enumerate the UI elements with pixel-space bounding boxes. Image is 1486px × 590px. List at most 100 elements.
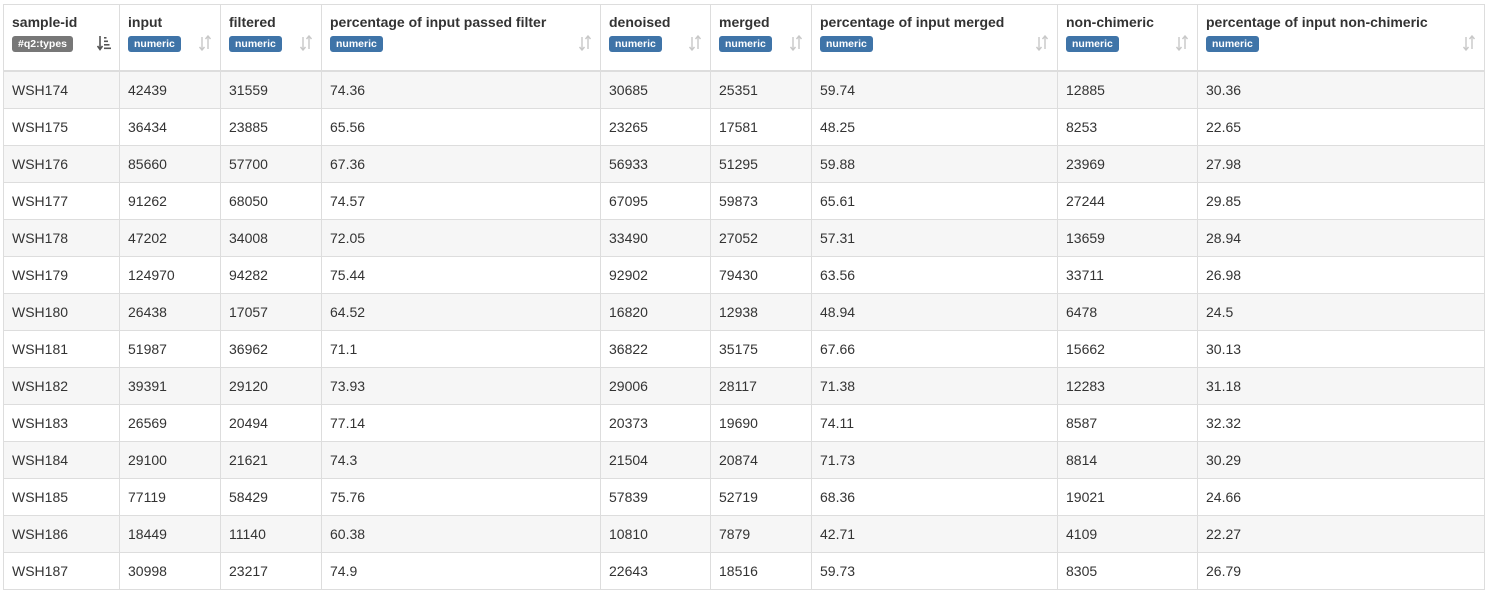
cell-sample-id: WSH174 — [3, 70, 120, 109]
table-row: WSH185 77119 58429 75.76 57839 52719 68.36 1902… — [3, 478, 1485, 516]
cell-denoised: 21504 — [600, 441, 711, 479]
cell-pct-passed-filter: 72.05 — [321, 219, 601, 257]
column-title: merged — [719, 14, 770, 30]
column-header-non-chimeric[interactable]: non-chimeric numeric — [1057, 4, 1198, 72]
cell-pct-merged: 42.71 — [811, 515, 1058, 553]
cell-pct-passed-filter: 77.14 — [321, 404, 601, 442]
cell-pct-non-chimeric: 31.18 — [1197, 367, 1485, 405]
cell-pct-passed-filter: 75.44 — [321, 256, 601, 294]
column-header-merged[interactable]: merged numeric — [710, 4, 812, 72]
column-type-badge: numeric — [820, 36, 873, 52]
cell-merged: 27052 — [710, 219, 812, 257]
column-title: input — [128, 14, 163, 30]
cell-denoised: 10810 — [600, 515, 711, 553]
cell-pct-passed-filter: 67.36 — [321, 145, 601, 183]
cell-filtered: 20494 — [220, 404, 322, 442]
table-row: WSH187 30998 23217 74.9 22643 18516 59.73 8305 2… — [3, 552, 1485, 590]
cell-filtered: 58429 — [220, 478, 322, 516]
cell-non-chimeric: 8305 — [1057, 552, 1198, 590]
header-row: sample-id #q2:types input numeric filtered nu… — [3, 4, 1485, 72]
cell-sample-id: WSH176 — [3, 145, 120, 183]
column-type-badge: #q2:types — [12, 36, 74, 52]
sort-ascending-icon[interactable] — [97, 35, 111, 51]
cell-pct-passed-filter: 74.3 — [321, 441, 601, 479]
sort-icon[interactable] — [789, 35, 803, 51]
cell-pct-non-chimeric: 26.98 — [1197, 256, 1485, 294]
cell-filtered: 34008 — [220, 219, 322, 257]
sort-icon[interactable] — [1035, 35, 1049, 51]
cell-sample-id: WSH181 — [3, 330, 120, 368]
cell-sample-id: WSH177 — [3, 182, 120, 220]
column-header-filtered[interactable]: filtered numeric — [220, 4, 322, 72]
cell-merged: 35175 — [710, 330, 812, 368]
column-header-sample-id[interactable]: sample-id #q2:types — [3, 4, 120, 72]
cell-non-chimeric: 8587 — [1057, 404, 1198, 442]
cell-input: 18449 — [119, 515, 221, 553]
cell-filtered: 68050 — [220, 182, 322, 220]
cell-sample-id: WSH180 — [3, 293, 120, 331]
sort-icon[interactable] — [1175, 35, 1189, 51]
cell-denoised: 29006 — [600, 367, 711, 405]
cell-input: 42439 — [119, 70, 221, 109]
table-row: WSH177 91262 68050 74.57 67095 59873 65.61 2724… — [3, 182, 1485, 220]
cell-input: 29100 — [119, 441, 221, 479]
cell-filtered: 17057 — [220, 293, 322, 331]
cell-non-chimeric: 12283 — [1057, 367, 1198, 405]
table-row: WSH186 18449 11140 60.38 10810 7879 42.71 4109 2… — [3, 515, 1485, 553]
cell-pct-passed-filter: 74.36 — [321, 70, 601, 109]
cell-input: 77119 — [119, 478, 221, 516]
cell-sample-id: WSH179 — [3, 256, 120, 294]
column-header-pct-non-chimeric[interactable]: percentage of input non-chimeric numeric — [1197, 4, 1485, 72]
column-type-badge: numeric — [229, 36, 282, 52]
column-title: denoised — [609, 14, 671, 30]
cell-input: 39391 — [119, 367, 221, 405]
cell-denoised: 36822 — [600, 330, 711, 368]
table-body: WSH174 42439 31559 74.36 30685 25351 59.74 1288… — [3, 70, 1485, 590]
cell-non-chimeric: 8253 — [1057, 108, 1198, 146]
column-type-badge: numeric — [719, 36, 772, 52]
cell-pct-merged: 59.74 — [811, 70, 1058, 109]
column-header-denoised[interactable]: denoised numeric — [600, 4, 711, 72]
cell-merged: 7879 — [710, 515, 812, 553]
cell-merged: 25351 — [710, 70, 812, 109]
table-row: WSH178 47202 34008 72.05 33490 27052 57.31 1365… — [3, 219, 1485, 257]
column-header-pct-passed-filter[interactable]: percentage of input passed filter numeric — [321, 4, 601, 72]
cell-filtered: 94282 — [220, 256, 322, 294]
table-row: WSH179 124970 94282 75.44 92902 79430 63.56 337… — [3, 256, 1485, 294]
sort-icon[interactable] — [578, 35, 592, 51]
column-type-badge: numeric — [1066, 36, 1119, 52]
table-row: WSH182 39391 29120 73.93 29006 28117 71.38 1228… — [3, 367, 1485, 405]
cell-merged: 18516 — [710, 552, 812, 590]
cell-pct-non-chimeric: 24.66 — [1197, 478, 1485, 516]
cell-filtered: 23217 — [220, 552, 322, 590]
cell-pct-non-chimeric: 30.36 — [1197, 70, 1485, 109]
cell-merged: 19690 — [710, 404, 812, 442]
cell-pct-merged: 57.31 — [811, 219, 1058, 257]
cell-filtered: 31559 — [220, 70, 322, 109]
sort-icon[interactable] — [1462, 35, 1476, 51]
cell-non-chimeric: 33711 — [1057, 256, 1198, 294]
cell-pct-merged: 48.94 — [811, 293, 1058, 331]
column-title: filtered — [229, 14, 276, 30]
cell-pct-passed-filter: 74.9 — [321, 552, 601, 590]
cell-sample-id: WSH186 — [3, 515, 120, 553]
cell-pct-passed-filter: 64.52 — [321, 293, 601, 331]
cell-merged: 79430 — [710, 256, 812, 294]
cell-non-chimeric: 23969 — [1057, 145, 1198, 183]
cell-merged: 20874 — [710, 441, 812, 479]
sort-icon[interactable] — [299, 35, 313, 51]
column-title: sample-id — [12, 14, 78, 30]
column-title: non-chimeric — [1066, 14, 1154, 30]
cell-pct-non-chimeric: 22.27 — [1197, 515, 1485, 553]
column-header-pct-merged[interactable]: percentage of input merged numeric — [811, 4, 1058, 72]
cell-sample-id: WSH185 — [3, 478, 120, 516]
table-row: WSH176 85660 57700 67.36 56933 51295 59.88 2396… — [3, 145, 1485, 183]
cell-pct-merged: 59.88 — [811, 145, 1058, 183]
cell-denoised: 67095 — [600, 182, 711, 220]
cell-denoised: 33490 — [600, 219, 711, 257]
sort-icon[interactable] — [688, 35, 702, 51]
table-row: WSH184 29100 21621 74.3 21504 20874 71.73 8814 3… — [3, 441, 1485, 479]
column-header-input[interactable]: input numeric — [119, 4, 221, 72]
cell-pct-non-chimeric: 30.29 — [1197, 441, 1485, 479]
sort-icon[interactable] — [198, 35, 212, 51]
